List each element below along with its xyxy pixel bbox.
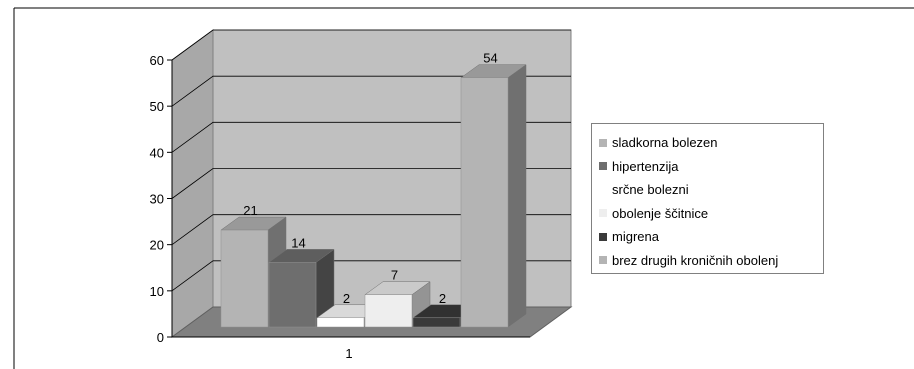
data-label: 54 xyxy=(483,51,497,66)
gridline xyxy=(171,214,571,245)
legend-swatch xyxy=(599,232,607,241)
legend-swatch xyxy=(599,138,607,147)
legend-swatch xyxy=(599,209,607,218)
y-tick-label: 0 xyxy=(157,330,164,345)
legend-item: brez drugih kroničnih obolenj xyxy=(599,249,823,273)
data-label: 21 xyxy=(243,203,257,218)
gridline xyxy=(171,75,571,107)
bar xyxy=(268,248,335,328)
legend-item: migrena xyxy=(599,225,823,249)
bar xyxy=(364,281,431,328)
gridline xyxy=(171,260,571,292)
data-label: 2 xyxy=(439,291,446,306)
legend: sladkorna bolezen hipertenzija srčne bolez… xyxy=(591,123,824,274)
legend-item: hipertenzija xyxy=(599,155,823,179)
x-tick-label: 1 xyxy=(345,346,352,361)
y-tick-label: 60 xyxy=(150,53,164,68)
y-tick-label: 40 xyxy=(150,145,164,160)
legend-label: obolenje ščitnice xyxy=(612,205,709,221)
legend-item: srčne bolezni xyxy=(599,178,823,202)
legend-label: srčne bolezni xyxy=(612,182,689,198)
bar xyxy=(460,64,527,328)
y-tick-label: 30 xyxy=(150,192,164,207)
legend-swatch xyxy=(599,162,607,171)
legend-swatch xyxy=(599,185,607,194)
y-tick-label: 50 xyxy=(150,99,164,114)
y-tick-label: 10 xyxy=(150,284,164,299)
legend-item: sladkorna bolezen xyxy=(599,131,823,155)
legend-label: sladkorna bolezen xyxy=(612,135,718,151)
gridline xyxy=(171,168,571,199)
gridline xyxy=(171,29,571,61)
legend-label: hipertenzija xyxy=(612,158,679,174)
data-label: 7 xyxy=(391,268,398,283)
legend-swatch xyxy=(599,256,607,265)
legend-label: brez drugih kroničnih obolenj xyxy=(612,252,779,268)
y-tick-label: 20 xyxy=(150,238,164,253)
legend-label: migrena xyxy=(612,229,659,245)
legend-item: obolenje ščitnice xyxy=(599,202,823,226)
data-label: 2 xyxy=(343,291,350,306)
data-label: 14 xyxy=(291,235,305,250)
gridline xyxy=(171,121,571,153)
